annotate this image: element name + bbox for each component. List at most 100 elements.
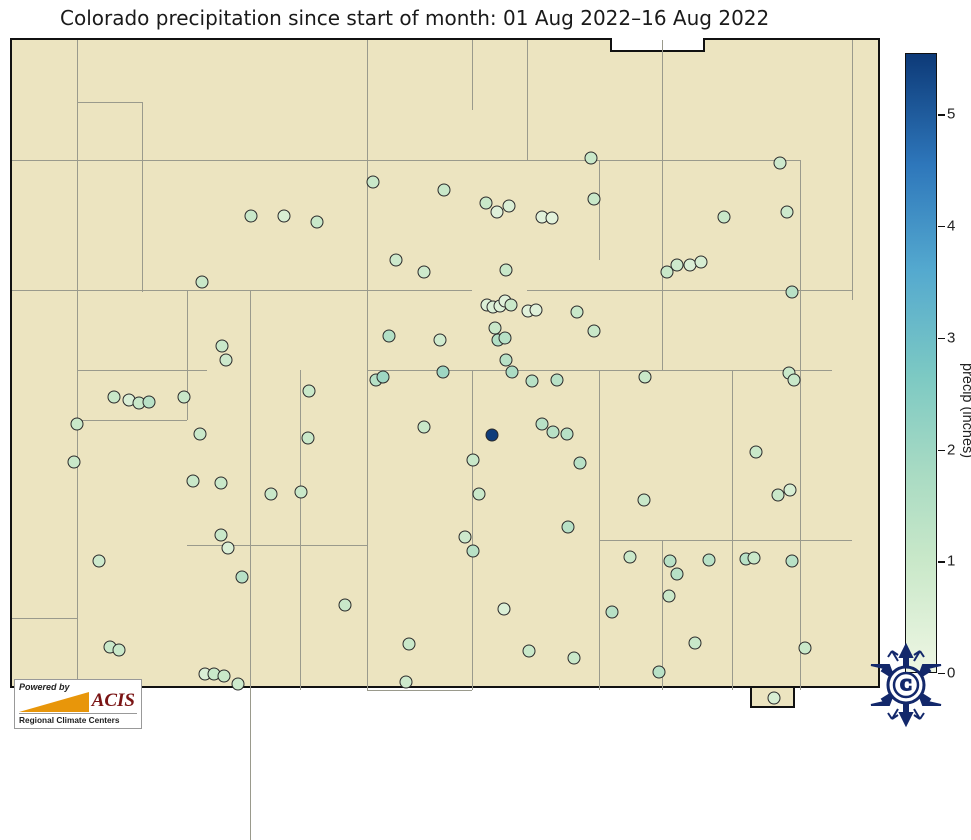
precip-point-14[interactable] — [503, 200, 516, 213]
precip-point-96[interactable] — [113, 644, 126, 657]
precip-point-50[interactable] — [506, 366, 519, 379]
precip-point-73[interactable] — [638, 494, 651, 507]
precip-point-16[interactable] — [546, 212, 559, 225]
page-title: Colorado precipitation since start of mo… — [60, 6, 769, 30]
precip-point-70[interactable] — [265, 488, 278, 501]
precip-point-59[interactable] — [418, 421, 431, 434]
precip-point-64[interactable] — [750, 446, 763, 459]
precip-point-4[interactable] — [367, 176, 380, 189]
precip-point-38[interactable] — [588, 325, 601, 338]
precip-point-66[interactable] — [467, 454, 480, 467]
precip-point-43[interactable] — [143, 396, 156, 409]
precip-point-1[interactable] — [781, 206, 794, 219]
precip-point-78[interactable] — [222, 542, 235, 555]
precip-point-31[interactable] — [216, 340, 229, 353]
precip-point-53[interactable] — [639, 371, 652, 384]
colorbar-tick-2 — [938, 450, 945, 451]
acis-logo[interactable]: Powered by ACIS Regional Climate Centers — [14, 679, 142, 729]
precip-point-92[interactable] — [498, 603, 511, 616]
snowflake-icon[interactable]: C — [856, 635, 956, 735]
precip-point-86[interactable] — [748, 552, 761, 565]
precip-point-87[interactable] — [786, 555, 799, 568]
precip-point-90[interactable] — [339, 599, 352, 612]
precip-point-69[interactable] — [215, 477, 228, 490]
precip-point-88[interactable] — [93, 555, 106, 568]
precip-point-72[interactable] — [473, 488, 486, 501]
precip-point-6[interactable] — [585, 152, 598, 165]
precip-point-68[interactable] — [187, 475, 200, 488]
precip-point-58[interactable] — [302, 432, 315, 445]
precip-point-27[interactable] — [505, 299, 518, 312]
precip-point-18[interactable] — [500, 264, 513, 277]
precip-point-37[interactable] — [499, 332, 512, 345]
precip-point-39[interactable] — [786, 286, 799, 299]
precip-point-40[interactable] — [108, 391, 121, 404]
colorbar-tick-4 — [938, 226, 945, 227]
precip-point-102[interactable] — [523, 645, 536, 658]
precip-point-100[interactable] — [232, 678, 245, 691]
precip-point-22[interactable] — [196, 276, 209, 289]
precip-point-104[interactable] — [653, 666, 666, 679]
precip-point-2[interactable] — [718, 211, 731, 224]
precip-point-63[interactable] — [561, 428, 574, 441]
precip-point-44[interactable] — [178, 391, 191, 404]
precip-point-103[interactable] — [568, 652, 581, 665]
precip-point-47[interactable] — [377, 371, 390, 384]
colorbar-tick-1 — [938, 561, 945, 562]
precip-point-52[interactable] — [551, 374, 564, 387]
precip-point-48[interactable] — [437, 366, 450, 379]
precip-point-33[interactable] — [383, 330, 396, 343]
precip-point-10[interactable] — [311, 216, 324, 229]
precip-point-32[interactable] — [220, 354, 233, 367]
precip-point-13[interactable] — [491, 206, 504, 219]
precip-point-21[interactable] — [695, 256, 708, 269]
colorbar-tick-5 — [938, 114, 945, 115]
precip-point-75[interactable] — [784, 484, 797, 497]
precip-point-101[interactable] — [400, 676, 413, 689]
precip-point-81[interactable] — [624, 551, 637, 564]
precip-point-51[interactable] — [526, 375, 539, 388]
precip-point-80[interactable] — [467, 545, 480, 558]
colorbar-gradient[interactable] — [905, 53, 937, 673]
colorbar-ticklabel-4: 4 — [947, 218, 955, 235]
precip-point-45[interactable] — [303, 385, 316, 398]
precip-point-11[interactable] — [390, 254, 403, 267]
logo-acis-text: ACIS — [92, 690, 135, 712]
precip-point-76[interactable] — [562, 521, 575, 534]
logo-triangle-icon — [19, 692, 89, 712]
precip-point-5[interactable] — [438, 184, 451, 197]
precip-point-83[interactable] — [671, 568, 684, 581]
precip-point-67[interactable] — [574, 457, 587, 470]
precip-point-30[interactable] — [571, 306, 584, 319]
precip-point-77[interactable] — [215, 529, 228, 542]
precip-point-65[interactable] — [68, 456, 81, 469]
precip-point-106[interactable] — [799, 642, 812, 655]
precip-point-8[interactable] — [245, 210, 258, 223]
precip-point-7[interactable] — [588, 193, 601, 206]
precip-point-99[interactable] — [218, 670, 231, 683]
precip-point-93[interactable] — [606, 606, 619, 619]
precip-point-84[interactable] — [703, 554, 716, 567]
precip-point-94[interactable] — [663, 590, 676, 603]
precip-point-107[interactable] — [768, 692, 781, 705]
precip-point-0[interactable] — [774, 157, 787, 170]
precip-point-71[interactable] — [295, 486, 308, 499]
colorbar: 012345 precip (inches) — [897, 38, 971, 688]
colorbar-tick-3 — [938, 338, 945, 339]
precip-point-57[interactable] — [194, 428, 207, 441]
precip-point-62[interactable] — [547, 426, 560, 439]
precip-point-34[interactable] — [434, 334, 447, 347]
precip-point-29[interactable] — [530, 304, 543, 317]
precip-point-79[interactable] — [459, 531, 472, 544]
precip-point-89[interactable] — [236, 571, 249, 584]
precip-point-91[interactable] — [403, 638, 416, 651]
precip-point-9[interactable] — [278, 210, 291, 223]
precip-point-17[interactable] — [418, 266, 431, 279]
precip-point-82[interactable] — [664, 555, 677, 568]
precip-point-19[interactable] — [661, 266, 674, 279]
precip-point-105[interactable] — [689, 637, 702, 650]
precip-point-60[interactable] — [486, 429, 499, 442]
colorado-map — [10, 38, 880, 688]
precip-point-56[interactable] — [71, 418, 84, 431]
precip-point-55[interactable] — [788, 374, 801, 387]
